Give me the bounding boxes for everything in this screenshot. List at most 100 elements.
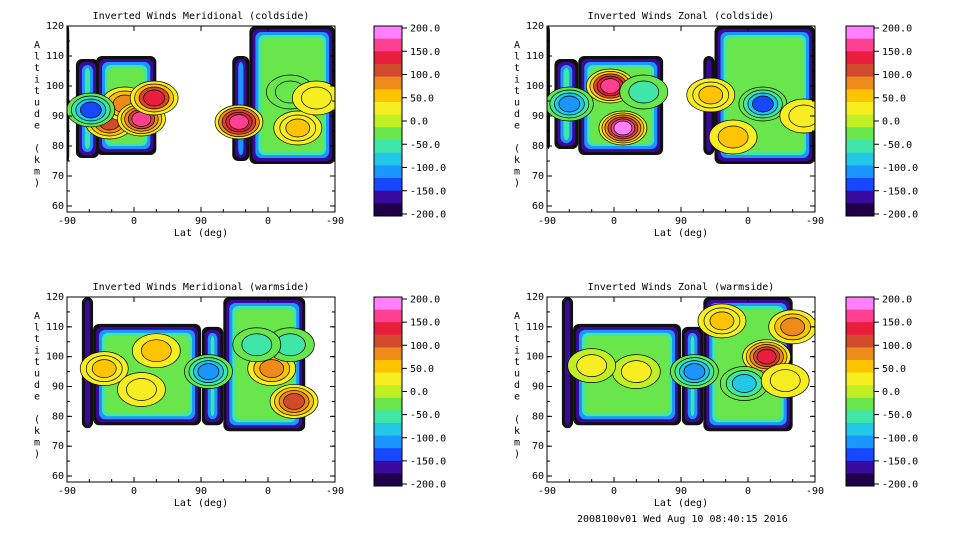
colorbar-tick-label: -150.0 <box>882 186 918 197</box>
y-axis-label-char: t <box>34 357 40 368</box>
colorbar-segment <box>846 178 874 191</box>
contour-feature <box>229 114 249 130</box>
y-tick-label: 120 <box>46 292 64 303</box>
colorbar-segment <box>374 385 402 399</box>
y-axis-label-char: m <box>34 167 40 178</box>
x-tick-label: -90 <box>806 486 824 497</box>
x-tick-label: 0 <box>265 486 271 497</box>
contour-feature <box>788 104 815 128</box>
colorbar-segment <box>846 190 874 204</box>
colorbar-tick-label: 200.0 <box>410 24 440 35</box>
colorbar-segment <box>846 372 874 386</box>
colorbar-segment <box>374 297 402 310</box>
colorbar-segment <box>846 114 874 128</box>
y-tick-label: 90 <box>532 111 544 122</box>
y-tick-label: 100 <box>46 352 64 363</box>
contour-feature <box>79 101 102 119</box>
y-axis-label-char: e <box>514 121 520 132</box>
colorbar-segment <box>846 322 874 336</box>
colorbar-tick-label: -150.0 <box>882 456 918 467</box>
contour-feature <box>259 359 285 378</box>
y-tick-label: 80 <box>52 141 64 152</box>
x-tick-label: 0 <box>611 216 617 227</box>
colorbar-segment <box>846 89 874 103</box>
colorbar-segment <box>846 38 874 52</box>
y-axis-label-char: t <box>34 86 40 97</box>
y-tick-label: 60 <box>52 471 64 482</box>
y-axis-label-char: m <box>34 438 40 449</box>
chart-title: Inverted Winds Meridional (warmside) <box>93 282 310 293</box>
y-tick-label: 120 <box>46 21 64 32</box>
y-axis-label-char: l <box>514 52 520 63</box>
colorbar-tick-label: 150.0 <box>882 318 912 329</box>
y-axis-label-char: m <box>514 167 520 178</box>
y-axis-label-char: u <box>514 98 520 109</box>
colorbar-tick-label: 100.0 <box>410 70 440 81</box>
colorbar: 200.0 150.0 100.0 50.0 0.0 -50.0 -100.0 -150.0 -… <box>845 295 918 491</box>
x-tick-label: -90 <box>806 216 824 227</box>
y-axis-label-char: ) <box>34 449 40 460</box>
x-tick-label: -90 <box>58 486 76 497</box>
colorbar-tick-label: -150.0 <box>410 456 446 467</box>
colorbar: 200.0 150.0 100.0 50.0 0.0 -50.0 -100.0 -150.0 -… <box>373 295 446 491</box>
y-tick-label: 70 <box>532 441 544 452</box>
colorbar-tick-label: 100.0 <box>410 341 440 352</box>
x-axis-label: Lat (deg) <box>174 228 228 239</box>
colorbar-tick-label: -50.0 <box>882 140 912 151</box>
y-tick-label: 110 <box>46 51 64 62</box>
colorbar-tick-label: 150.0 <box>410 318 440 329</box>
contour-feature <box>709 311 735 331</box>
coverage-edge <box>67 26 70 161</box>
y-axis-label-char: d <box>34 380 40 391</box>
contour-feature <box>769 369 801 392</box>
colorbar-tick-label: -100.0 <box>882 433 918 444</box>
y-tick-label: 70 <box>52 441 64 452</box>
y-tick-label: 120 <box>526 292 544 303</box>
y-tick-label: 80 <box>532 411 544 422</box>
colorbar-segment <box>846 397 874 411</box>
colorbar-segment <box>846 102 874 115</box>
colorbar-tick-label: 50.0 <box>410 364 434 375</box>
colorbar-segment <box>374 397 402 411</box>
y-axis-label-char: l <box>34 323 40 334</box>
y-axis-label-char: d <box>514 380 520 391</box>
chart-title: Inverted Winds Meridional (coldside) <box>93 11 310 22</box>
y-axis-label-char: ) <box>514 449 520 460</box>
y-axis-label-char: t <box>514 357 520 368</box>
x-tick-label: 90 <box>675 216 687 227</box>
y-axis-label-char: m <box>514 438 520 449</box>
y-axis-label-char: ( <box>34 415 40 426</box>
y-axis-label-char: i <box>34 75 40 86</box>
contour-feature <box>576 354 608 377</box>
y-axis-label-char: u <box>34 369 40 380</box>
colorbar-segment <box>846 51 874 65</box>
y-axis-label-char: t <box>34 63 40 74</box>
colorbar-segment <box>846 423 874 436</box>
chart-panel-4: Inverted Winds Zonal (warmside) 60 70 80 90 1… <box>514 282 918 509</box>
coverage-ring <box>564 300 571 426</box>
colorbar-tick-label: 150.0 <box>410 47 440 58</box>
chart-panel-2: Inverted Winds Zonal (coldside) 60 70 80 90 1… <box>514 11 918 239</box>
colorbar-segment <box>374 178 402 191</box>
colorbar-tick-label: 50.0 <box>882 93 906 104</box>
colorbar-segment <box>846 460 874 474</box>
contour-feature <box>283 393 305 410</box>
contour-feature <box>91 359 117 378</box>
colorbar-segment <box>374 410 402 424</box>
contour-feature <box>558 95 581 113</box>
contour-feature <box>780 317 806 337</box>
colorbar-tick-label: -50.0 <box>410 410 440 421</box>
y-axis-label-char: k <box>514 426 520 437</box>
x-tick-label: 0 <box>611 486 617 497</box>
contour-feature <box>752 95 774 113</box>
contour-feature <box>197 363 220 380</box>
colorbar-segment <box>374 76 402 90</box>
y-axis-label-char: k <box>34 426 40 437</box>
chart-title: Inverted Winds Zonal (warmside) <box>588 282 775 293</box>
colorbar-segment <box>846 410 874 424</box>
chart-title: Inverted Winds Zonal (coldside) <box>588 11 775 22</box>
colorbar-segment <box>846 448 874 462</box>
x-tick-label: 0 <box>131 216 137 227</box>
y-tick-label: 100 <box>526 81 544 92</box>
colorbar-tick-label: -200.0 <box>882 480 918 491</box>
